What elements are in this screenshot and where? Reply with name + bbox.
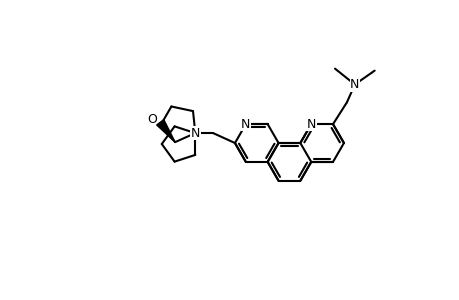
Polygon shape <box>157 120 175 142</box>
Text: N: N <box>306 118 315 130</box>
Text: N: N <box>349 78 359 91</box>
Text: N: N <box>190 127 200 140</box>
Text: N: N <box>190 127 200 140</box>
Text: O: O <box>147 113 157 126</box>
Text: N: N <box>241 118 250 130</box>
